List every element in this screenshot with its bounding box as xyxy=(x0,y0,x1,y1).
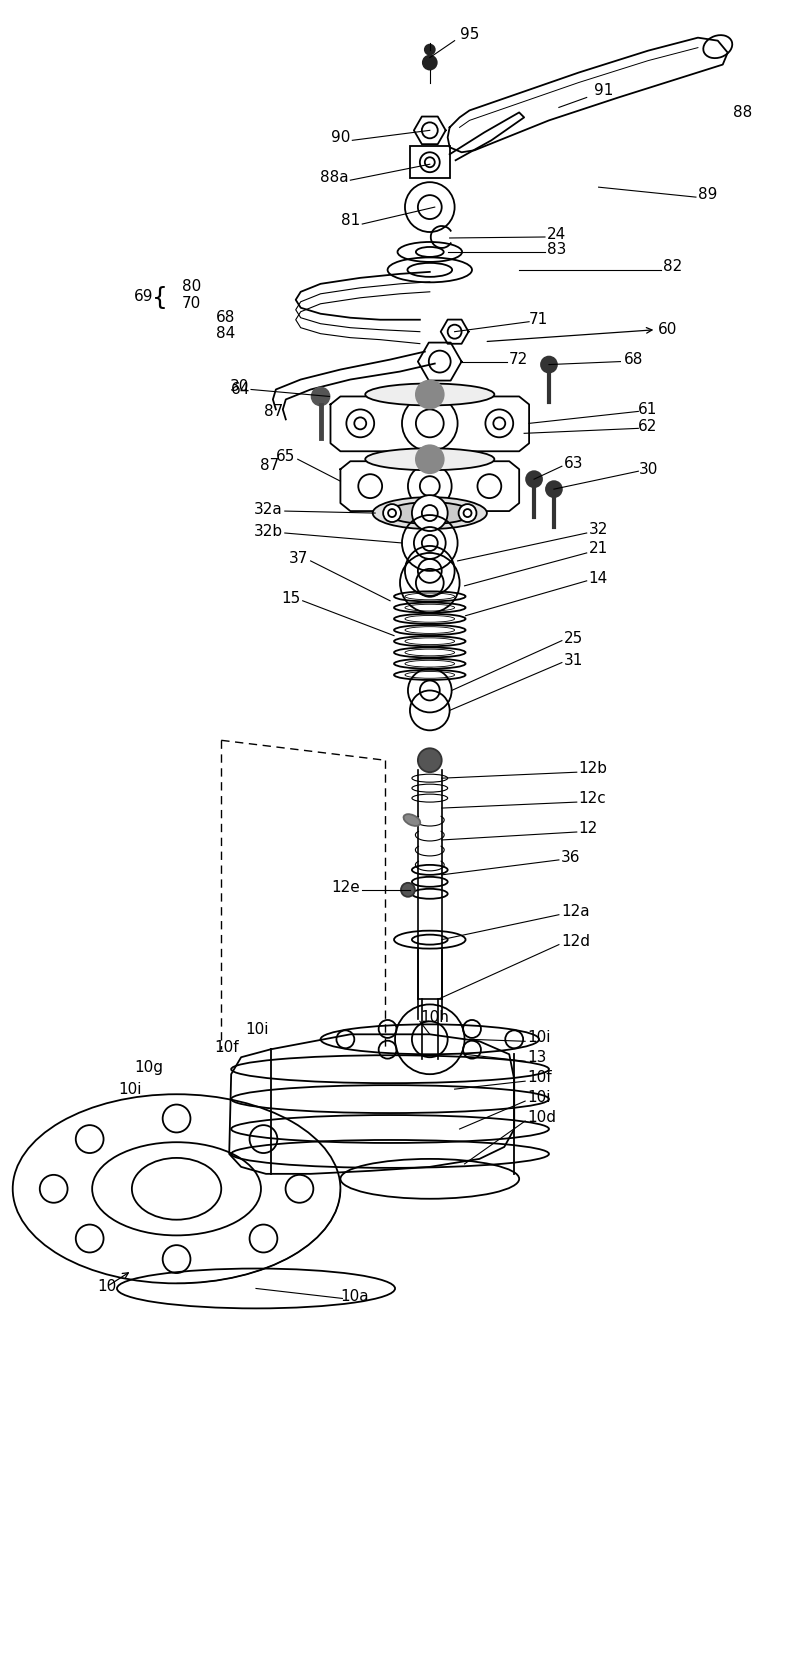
Circle shape xyxy=(423,55,437,70)
Text: 95: 95 xyxy=(459,27,479,42)
Text: 10d: 10d xyxy=(527,1110,556,1125)
Ellipse shape xyxy=(366,449,494,470)
Text: 63: 63 xyxy=(564,455,583,470)
Text: 25: 25 xyxy=(564,632,583,647)
Text: 15: 15 xyxy=(282,592,301,607)
Text: 10i: 10i xyxy=(527,1030,550,1045)
Text: 68: 68 xyxy=(623,352,643,367)
Text: 60: 60 xyxy=(658,322,678,337)
Text: 91: 91 xyxy=(594,83,613,98)
Ellipse shape xyxy=(373,497,487,529)
Text: 36: 36 xyxy=(561,851,580,866)
Text: 24: 24 xyxy=(547,226,566,241)
Text: 14: 14 xyxy=(589,572,608,587)
Text: 10i: 10i xyxy=(527,1090,550,1105)
Text: 10: 10 xyxy=(97,1280,116,1295)
Text: 12c: 12c xyxy=(578,791,606,806)
Text: 80: 80 xyxy=(182,279,201,294)
Text: 12b: 12b xyxy=(578,761,608,776)
Circle shape xyxy=(546,482,562,497)
Text: 12d: 12d xyxy=(561,934,590,949)
Text: 81: 81 xyxy=(341,213,360,228)
Text: 83: 83 xyxy=(547,243,566,258)
Circle shape xyxy=(383,504,401,522)
Text: 10f: 10f xyxy=(527,1070,552,1085)
Circle shape xyxy=(412,495,448,530)
Text: 88: 88 xyxy=(733,105,752,120)
Text: {: { xyxy=(152,286,168,309)
Text: 10g: 10g xyxy=(134,1060,164,1075)
Text: 10a: 10a xyxy=(341,1290,369,1305)
Text: 31: 31 xyxy=(564,653,583,668)
Text: 21: 21 xyxy=(589,542,608,557)
Text: 37: 37 xyxy=(290,552,309,567)
Text: 12e: 12e xyxy=(331,881,360,896)
Text: 89: 89 xyxy=(698,186,718,201)
Circle shape xyxy=(425,45,434,55)
Text: 71: 71 xyxy=(529,312,548,327)
Text: 32: 32 xyxy=(589,522,608,537)
Text: 68: 68 xyxy=(216,311,236,326)
Text: 10i: 10i xyxy=(246,1022,269,1037)
Text: 10h: 10h xyxy=(420,1010,449,1025)
Text: 87: 87 xyxy=(263,404,283,419)
Circle shape xyxy=(418,748,442,773)
Text: 13: 13 xyxy=(527,1050,546,1065)
Circle shape xyxy=(526,472,542,487)
Text: 30: 30 xyxy=(638,462,658,477)
Text: 69: 69 xyxy=(134,289,154,304)
Text: 88a: 88a xyxy=(320,170,348,184)
Text: 87: 87 xyxy=(259,457,279,472)
Text: 72: 72 xyxy=(510,352,529,367)
Text: 82: 82 xyxy=(663,259,682,274)
Circle shape xyxy=(541,357,557,372)
Text: 65: 65 xyxy=(276,449,296,464)
Text: 70: 70 xyxy=(182,296,201,311)
Ellipse shape xyxy=(387,502,472,524)
Text: 12a: 12a xyxy=(561,904,590,919)
Circle shape xyxy=(312,387,330,406)
Ellipse shape xyxy=(366,384,494,406)
Circle shape xyxy=(401,883,415,897)
Text: 30: 30 xyxy=(230,379,249,394)
Ellipse shape xyxy=(403,814,420,826)
Text: 62: 62 xyxy=(638,419,658,434)
Circle shape xyxy=(416,381,444,409)
Text: 32b: 32b xyxy=(254,524,283,538)
Text: 64: 64 xyxy=(231,382,250,397)
Text: 10f: 10f xyxy=(214,1040,239,1055)
Circle shape xyxy=(458,504,477,522)
Text: 10i: 10i xyxy=(118,1082,142,1097)
Text: 84: 84 xyxy=(216,326,235,341)
Text: 90: 90 xyxy=(331,130,350,145)
Text: 61: 61 xyxy=(638,402,658,417)
Text: 12: 12 xyxy=(578,821,598,836)
Text: 32a: 32a xyxy=(254,502,283,517)
Circle shape xyxy=(416,445,444,474)
Bar xyxy=(410,146,450,178)
